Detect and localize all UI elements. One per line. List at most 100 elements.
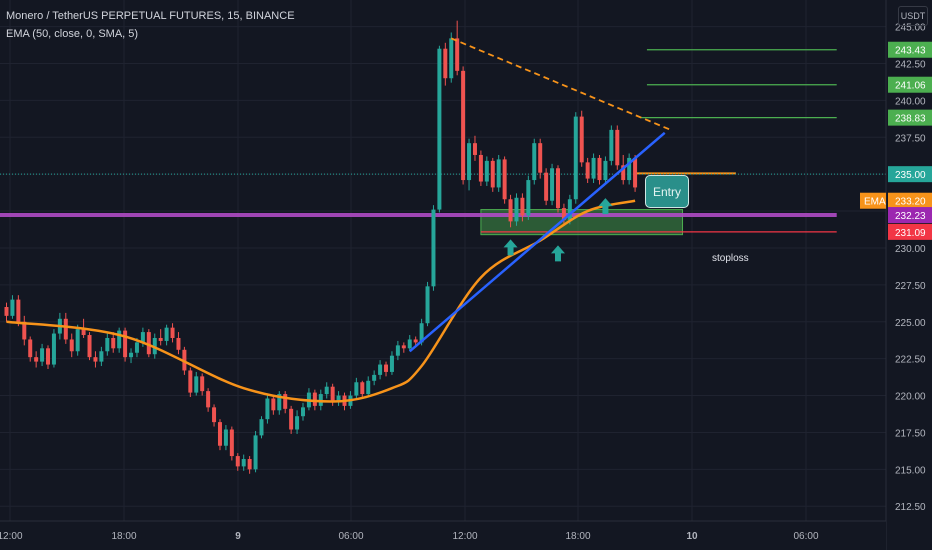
candle-body bbox=[372, 374, 377, 381]
price-tag-value: 231.09 bbox=[895, 228, 926, 239]
candle-body bbox=[99, 351, 104, 362]
candle-body bbox=[627, 157, 632, 181]
price-tag bbox=[888, 223, 932, 240]
up-arrow-icon bbox=[550, 245, 565, 262]
candle-body bbox=[277, 394, 282, 411]
candle-body bbox=[354, 382, 359, 396]
time-tick-label: 12:00 bbox=[0, 531, 23, 542]
ema-tag-label: EMA bbox=[864, 197, 886, 208]
price-tick-label: 220.00 bbox=[895, 392, 926, 403]
candle-body bbox=[508, 199, 513, 222]
candle-body bbox=[140, 332, 145, 343]
candle-body bbox=[395, 345, 400, 356]
trendline-line bbox=[408, 131, 666, 353]
time-tick-label: 18:00 bbox=[111, 531, 136, 542]
candle-body bbox=[431, 209, 436, 287]
price-tick-label: 222.50 bbox=[895, 355, 926, 366]
candle-body bbox=[28, 339, 33, 358]
currency-button[interactable]: USDT bbox=[898, 6, 928, 26]
candle-body bbox=[437, 48, 442, 210]
price-tag bbox=[888, 76, 932, 93]
candle-body bbox=[330, 386, 335, 402]
grid bbox=[0, 0, 886, 521]
candle-body bbox=[633, 157, 638, 188]
time-tick-label: 06:00 bbox=[338, 531, 363, 542]
resistance-line bbox=[450, 37, 672, 131]
candle-body bbox=[4, 306, 9, 316]
time-axis-bg bbox=[0, 521, 886, 550]
price-tick-label: 230.00 bbox=[895, 244, 926, 255]
candle-body bbox=[265, 398, 270, 420]
candle-body bbox=[63, 318, 68, 340]
candle-body bbox=[389, 355, 394, 372]
candle-body bbox=[40, 348, 45, 362]
candle-body bbox=[609, 129, 614, 161]
candle-body bbox=[496, 159, 501, 188]
price-tag-value: 233.20 bbox=[895, 197, 926, 208]
candle-body bbox=[514, 197, 519, 222]
entry-label[interactable]: Entry bbox=[645, 175, 689, 208]
candle-body bbox=[413, 339, 418, 343]
up-arrow-icon bbox=[598, 198, 613, 215]
price-tag-value: 241.06 bbox=[895, 81, 926, 92]
price-tick-label: 242.50 bbox=[895, 59, 926, 70]
time-axis: 12:00 18:00 9 06:00 12:00 18:00 10 06:00 bbox=[0, 520, 886, 550]
price-tick-label: 225.00 bbox=[895, 318, 926, 329]
candle-body bbox=[419, 323, 424, 343]
candle-body bbox=[585, 162, 590, 179]
price-tick-label: 227.50 bbox=[895, 281, 926, 292]
candle-body bbox=[550, 168, 555, 201]
time-tick-label: 18:00 bbox=[565, 531, 590, 542]
candle-body bbox=[425, 286, 430, 324]
candle-body bbox=[603, 160, 608, 181]
price-tag bbox=[888, 192, 932, 209]
candle-body bbox=[621, 165, 626, 181]
up-arrow-icon bbox=[503, 239, 518, 256]
candle-body bbox=[134, 342, 139, 353]
price-tag bbox=[888, 207, 932, 224]
candle-body bbox=[538, 143, 543, 173]
candle-body bbox=[318, 394, 323, 406]
candle-body bbox=[46, 348, 51, 365]
candle-body bbox=[567, 199, 572, 220]
stoploss-label: stoploss bbox=[712, 253, 749, 264]
trend-lines[interactable] bbox=[408, 37, 672, 353]
price-tag-value: 243.43 bbox=[895, 46, 926, 57]
candle-body bbox=[194, 376, 199, 393]
candle-body bbox=[123, 330, 128, 358]
candle-body bbox=[229, 429, 234, 457]
symbol-legend: Monero / TetherUS PERPETUAL FUTURES, 15,… bbox=[6, 10, 295, 22]
candle-body bbox=[10, 299, 15, 316]
candle-body bbox=[271, 398, 276, 411]
candle-body bbox=[158, 337, 163, 341]
candle-body bbox=[81, 329, 86, 336]
candle-body bbox=[597, 157, 602, 181]
horizontal-lines bbox=[0, 49, 837, 233]
time-tick-label: 12:00 bbox=[452, 531, 477, 542]
price-tick-label: 245.00 bbox=[895, 23, 926, 34]
candle-body bbox=[223, 429, 228, 446]
price-tag bbox=[888, 109, 932, 126]
candle-body bbox=[16, 299, 21, 322]
candle-body bbox=[378, 364, 383, 375]
candle-body bbox=[520, 197, 525, 216]
candle-body bbox=[384, 364, 389, 372]
candle-body bbox=[455, 38, 460, 71]
candle-body bbox=[591, 157, 596, 179]
candle-body bbox=[472, 143, 477, 155]
candle-body bbox=[532, 143, 537, 181]
indicator-legend[interactable]: EMA (50, close, 0, SMA, 5) bbox=[6, 28, 139, 40]
candle-body bbox=[105, 337, 110, 352]
candle-body bbox=[449, 38, 454, 79]
candle-body bbox=[117, 330, 122, 349]
candle-body bbox=[443, 48, 448, 79]
candle-body bbox=[87, 335, 92, 358]
candle-body bbox=[478, 154, 483, 182]
candle-body bbox=[360, 382, 365, 395]
candle-body bbox=[212, 407, 217, 423]
candle-body bbox=[561, 208, 566, 220]
candle-body bbox=[301, 407, 305, 417]
candle-body bbox=[490, 160, 495, 188]
ema-tag bbox=[860, 192, 886, 209]
